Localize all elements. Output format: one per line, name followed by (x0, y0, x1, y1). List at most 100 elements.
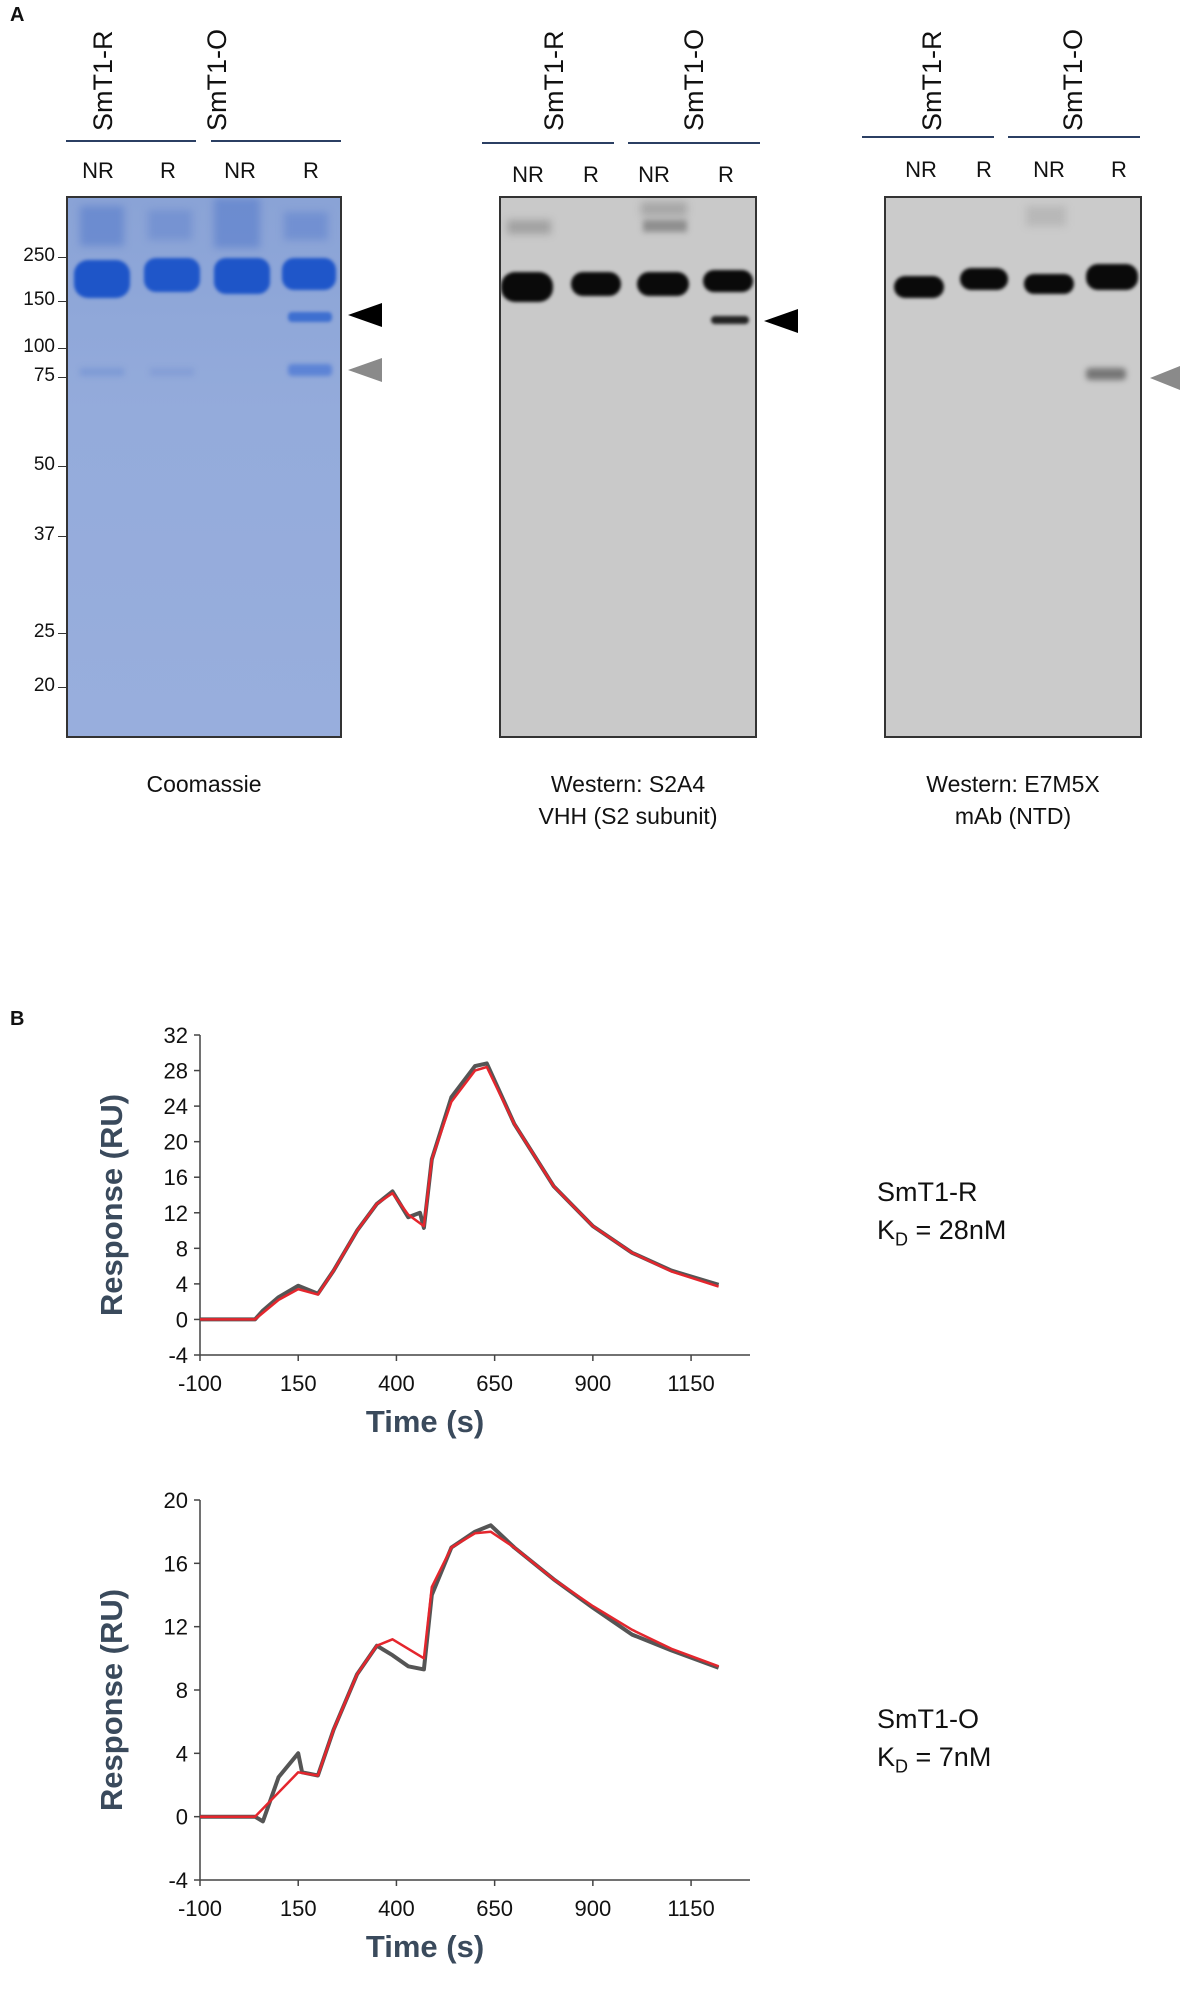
y-tick-label: 12 (164, 1615, 188, 1640)
band (501, 272, 553, 302)
band (1024, 274, 1074, 294)
band (571, 272, 621, 296)
band (1086, 264, 1138, 290)
y-tick-label: 28 (164, 1059, 188, 1084)
lane-label: NR (82, 158, 114, 183)
coomassie-gel (66, 196, 342, 738)
y-tick-label: 24 (164, 1094, 188, 1119)
y-tick-label: -4 (168, 1343, 188, 1368)
x-tick-label: 150 (280, 1896, 317, 1921)
mw-marker: 100 (23, 336, 55, 357)
y-tick-label: 20 (164, 1130, 188, 1155)
band (144, 258, 200, 292)
series-fit-line (200, 1065, 719, 1321)
mw-marker: 25 (33, 621, 55, 642)
lane-label: NR (1033, 157, 1065, 182)
gray-arrow-icon (1150, 366, 1180, 390)
x-tick-label: 1150 (667, 1896, 714, 1921)
group-underline (628, 142, 760, 144)
y-tick-label: 0 (176, 1805, 188, 1830)
band (711, 316, 749, 324)
group-title-smt1-o: SmT1-O (1058, 28, 1088, 131)
mw-marker: 250 (23, 245, 55, 266)
y-tick-label: 20 (164, 1488, 188, 1513)
sensorgram-chart: -4 0 4 8 12 16 20 24 28 32 -100 150 400 650 900 1150 Tim… (94, 1023, 750, 1439)
x-tick-label: -100 (178, 1371, 222, 1396)
panel-b-label: B (10, 1008, 25, 1030)
blot-caption: Western: S2A4 VHH (S2 subunit) (538, 771, 718, 829)
band (894, 276, 944, 298)
mw-tick (58, 536, 66, 537)
mw-tick (58, 301, 66, 302)
lane-label: R (583, 162, 599, 187)
group-underline (482, 142, 614, 144)
lane-label: R (160, 158, 176, 183)
panel-a-label: A (10, 4, 25, 26)
y-axis-label: Response (RU) (94, 1589, 129, 1811)
y-tick-label: -4 (168, 1868, 188, 1893)
lane-label: R (303, 158, 319, 183)
x-tick-label: 400 (378, 1896, 415, 1921)
band (288, 364, 332, 376)
group-underline (66, 140, 196, 142)
x-tick-label: -100 (178, 1896, 222, 1921)
y-tick-label: 8 (176, 1236, 188, 1261)
y-tick-label: 4 (176, 1741, 188, 1766)
band (214, 258, 270, 294)
x-axis-label: Time (s) (366, 1404, 484, 1439)
kd-annotation: SmT1-R KD = 28nM (877, 1173, 1006, 1258)
black-arrow-icon (348, 303, 382, 327)
band (703, 270, 753, 292)
y-axis-label: Response (RU) (94, 1094, 129, 1316)
lane-label: NR (512, 162, 544, 187)
mw-tick (58, 687, 66, 688)
annotation-sample: SmT1-O (877, 1704, 980, 1734)
y-tick-label: 12 (164, 1201, 188, 1226)
chart-smt1-r: -4 0 4 8 12 16 20 24 28 32 -100 150 400 650 900 1150 Tim… (80, 1015, 880, 1475)
x-tick-label: 900 (574, 1896, 611, 1921)
sensorgram-chart: -4 0 4 8 12 16 20 -100 150 400 650 900 1150 Time (s) R… (94, 1488, 750, 1964)
lane-label: NR (905, 157, 937, 182)
band (1086, 368, 1126, 380)
lane-label: R (718, 162, 734, 187)
group-title-smt1-o: SmT1-O (202, 28, 232, 131)
x-axis-label: Time (s) (366, 1929, 484, 1964)
band (288, 312, 332, 322)
y-tick-label: 4 (176, 1272, 188, 1297)
y-tick-label: 16 (164, 1165, 188, 1190)
mw-marker: 75 (33, 365, 55, 386)
western-s2a4-blot (499, 196, 757, 738)
gray-arrow-icon (348, 358, 382, 382)
band (282, 258, 336, 290)
western-e7m5x-blot (884, 196, 1142, 738)
black-arrow-icon (764, 309, 798, 333)
lane-label: NR (638, 162, 670, 187)
annotation-kd: KD = 7nM (877, 1742, 992, 1777)
x-tick-label: 650 (476, 1896, 513, 1921)
x-tick-label: 150 (280, 1371, 317, 1396)
lane-label: NR (224, 158, 256, 183)
x-tick-label: 1150 (667, 1371, 714, 1396)
group-underline (211, 140, 341, 142)
lane-label: R (976, 157, 992, 182)
x-tick-label: 900 (574, 1371, 611, 1396)
y-tick-label: 32 (164, 1023, 188, 1048)
mw-tick (58, 257, 66, 258)
band (637, 272, 689, 296)
mw-tick (58, 466, 66, 467)
mw-marker: 20 (33, 675, 55, 696)
y-tick-label: 0 (176, 1307, 188, 1332)
x-tick-label: 400 (378, 1371, 415, 1396)
group-underline (862, 136, 994, 138)
series-data-line (200, 1523, 720, 1824)
blot-caption: Coomassie (146, 771, 262, 797)
mw-tick (58, 377, 66, 378)
annotation-kd: KD = 28nM (877, 1215, 1007, 1250)
blot-caption: Western: E7M5X mAb (NTD) (926, 771, 1100, 829)
y-tick-label: 16 (164, 1551, 188, 1576)
group-title-smt1-r: SmT1-R (88, 30, 118, 132)
kd-annotation: SmT1-O KD = 7nM (877, 1700, 991, 1785)
group-underline (1008, 136, 1140, 138)
group-title-smt1-o: SmT1-O (679, 28, 709, 131)
y-tick-label: 8 (176, 1678, 188, 1703)
